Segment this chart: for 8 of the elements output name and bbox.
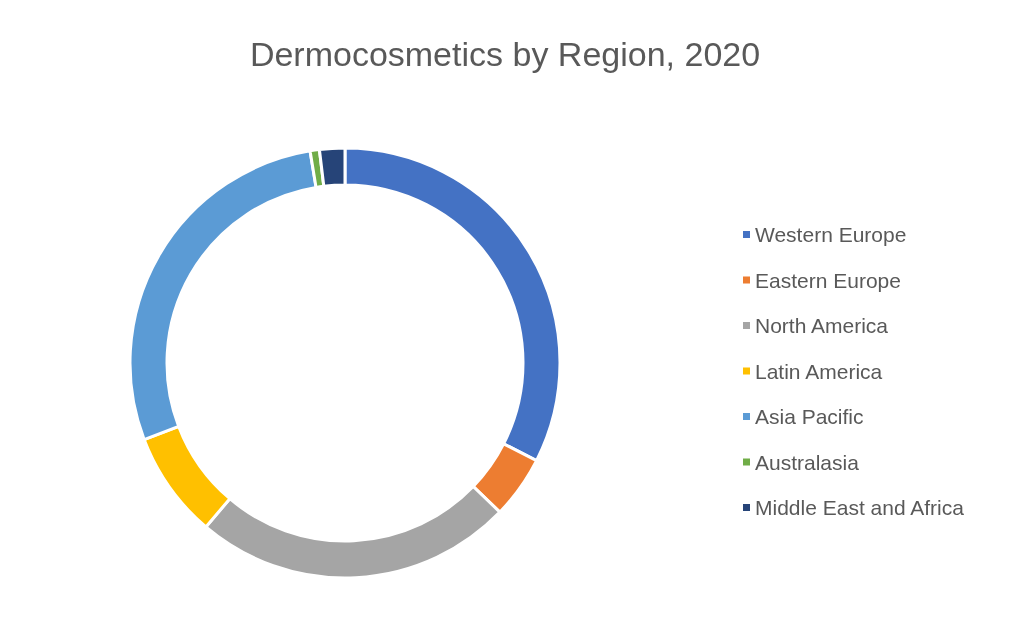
legend-label: Australasia [755,450,860,474]
legend-label: Western Europe [755,223,907,247]
legend-label: Latin America [755,359,883,383]
legend-label: Asia Pacific [755,405,864,429]
legend-label: Eastern Europe [755,268,901,292]
chart-title: Dermocosmetics by Region, 2020 [249,35,761,73]
legend-label: Middle East and Africa [755,496,965,520]
legend-label: North America [755,314,889,338]
